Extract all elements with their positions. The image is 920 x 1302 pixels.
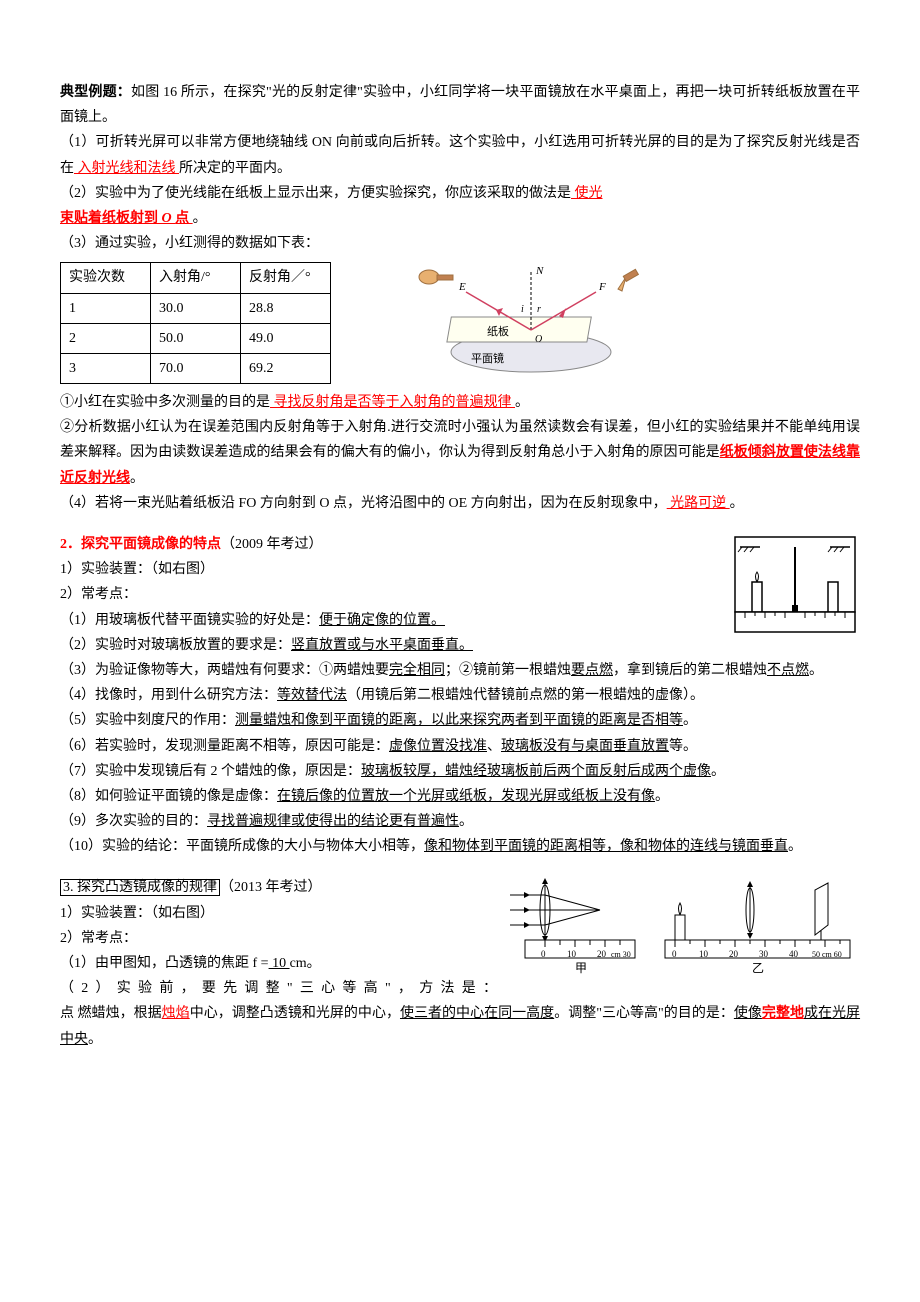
label-i: i [521, 304, 524, 315]
table-header: 反射角／° [241, 263, 331, 293]
svg-text:cm 30: cm 30 [611, 950, 631, 959]
section2-p6: （6）若实验时，发现测量距离不相等，原因可能是：虚像位置没找准、玻璃板没有与桌面… [60, 734, 860, 759]
answer-p2-red1: 烛焰 [162, 1006, 190, 1021]
mirror-diagram [730, 532, 860, 646]
section1-q2: （2）实验中为了使光线能在纸板上显示出来，方便实验探究，你应该采取的做法是 使光… [60, 181, 860, 231]
svg-text:10: 10 [567, 949, 577, 959]
section2-p3: （3）为验证像物等大，两蜡烛有何要求：①两蜡烛要完全相同；②镜前第一根蜡烛要点燃… [60, 658, 860, 683]
label-r: r [537, 304, 541, 315]
svg-text:40: 40 [789, 949, 799, 959]
section2-p4: （4）找像时，用到什么研究方法：等效替代法（用镜后第二根蜡烛代替镜前点燃的第一根… [60, 683, 860, 708]
section1-q4: （4）若将一束光贴着纸板沿 FO 方向射到 O 点，光将沿图中的 OE 方向射出… [60, 491, 860, 516]
answer-sub1: 寻找反射角是否等于入射角的普遍规律 [270, 395, 515, 410]
svg-text:20: 20 [729, 949, 739, 959]
data-table: 实验次数 入射角/° 反射角／° 1 30.0 28.8 2 50.0 49.0… [60, 262, 331, 384]
label-mirror: 平面镜 [471, 351, 504, 365]
answer-q2b: 束贴着纸板射到 O 点 [60, 211, 193, 226]
answer-q1: 入射光线和法线 [74, 161, 179, 176]
label-E: E [458, 281, 466, 293]
table-header: 实验次数 [61, 263, 151, 293]
table-header-row: 实验次数 入射角/° 反射角／° [61, 263, 331, 293]
table-row: 2 50.0 49.0 [61, 323, 331, 353]
section2-p5: （5）实验中刻度尺的作用：测量蜡烛和像到平面镜的距离，以此来探究两者到平面镜的距… [60, 708, 860, 733]
answer-p2-red2: 完整地 [762, 1006, 804, 1021]
section1-q3: （3）通过实验，小红测得的数据如下表： [60, 231, 860, 256]
answer-q4: 光路可逆 [667, 496, 730, 511]
section2-title: 2．探究平面镜成像的特点 [60, 537, 221, 552]
label-F: F [598, 281, 606, 293]
svg-text:0: 0 [672, 949, 677, 959]
section1-sub2: ②分析数据小红认为在误差范围内反射角等于入射角.进行交流时小强认为虽然读数会有误… [60, 415, 860, 491]
section1-sub1: ①小红在实验中多次测量的目的是 寻找反射角是否等于入射角的普遍规律 。 [60, 390, 860, 415]
svg-text:50 cm 60: 50 cm 60 [812, 950, 842, 959]
section3-title: 3. 探究凸透镜成像的规律 [60, 879, 220, 896]
svg-text:0: 0 [541, 949, 546, 959]
section2-p7: （7）实验中发现镜后有 2 个蜡烛的像，原因是：玻璃板较厚，蜡烛经玻璃板前后两个… [60, 759, 860, 784]
section2: 2．探究平面镜成像的特点（2009 年考过） 1）实验装置：（如右图） 2）常考… [60, 532, 860, 859]
section3-p2: （2）实验前，要先调整"三心等高"，方法是： 点 燃蜡烛，根据烛焰中心，调整凸透… [60, 976, 860, 1052]
section1-title: 典型例题： [60, 85, 131, 100]
lens-diagram: 0 10 20 cm 30 甲 [500, 875, 860, 984]
table-and-diagram: 实验次数 入射角/° 反射角／° 1 30.0 28.8 2 50.0 49.0… [60, 262, 860, 384]
answer-q2a: 使光 [571, 186, 603, 201]
svg-text:10: 10 [699, 949, 709, 959]
svg-text:20: 20 [597, 949, 607, 959]
table-row: 1 30.0 28.8 [61, 293, 331, 323]
table-row: 3 70.0 69.2 [61, 353, 331, 383]
section1-intro: 典型例题：如图 16 所示，在探究"光的反射定律"实验中，小红同学将一块平面镜放… [60, 80, 860, 130]
section2-p10: （10）实验的结论：平面镜所成像的大小与物体大小相等，像和物体到平面镜的距离相等… [60, 834, 860, 859]
svg-text:乙: 乙 [752, 961, 764, 975]
svg-text:甲: 甲 [575, 961, 587, 975]
section3: 0 10 20 cm 30 甲 [60, 875, 860, 1051]
svg-text:30: 30 [759, 949, 769, 959]
section1-q1: （1）可折转光屏可以非常方便地绕轴线 ON 向前或向后折转。这个实验中，小红选用… [60, 130, 860, 180]
label-paper: 纸板 [487, 324, 509, 338]
label-N: N [535, 265, 544, 277]
section2-p9: （9）多次实验的目的：寻找普遍规律或使得出的结论更有普遍性。 [60, 809, 860, 834]
label-O: O [535, 334, 542, 345]
reflection-diagram: N E F i r O 纸板 平面镜 [411, 262, 651, 382]
section2-p8: （8）如何验证平面镜的像是虚像：在镜后像的位置放一个光屏或纸板，发现光屏或纸板上… [60, 784, 860, 809]
table-header: 入射角/° [151, 263, 241, 293]
